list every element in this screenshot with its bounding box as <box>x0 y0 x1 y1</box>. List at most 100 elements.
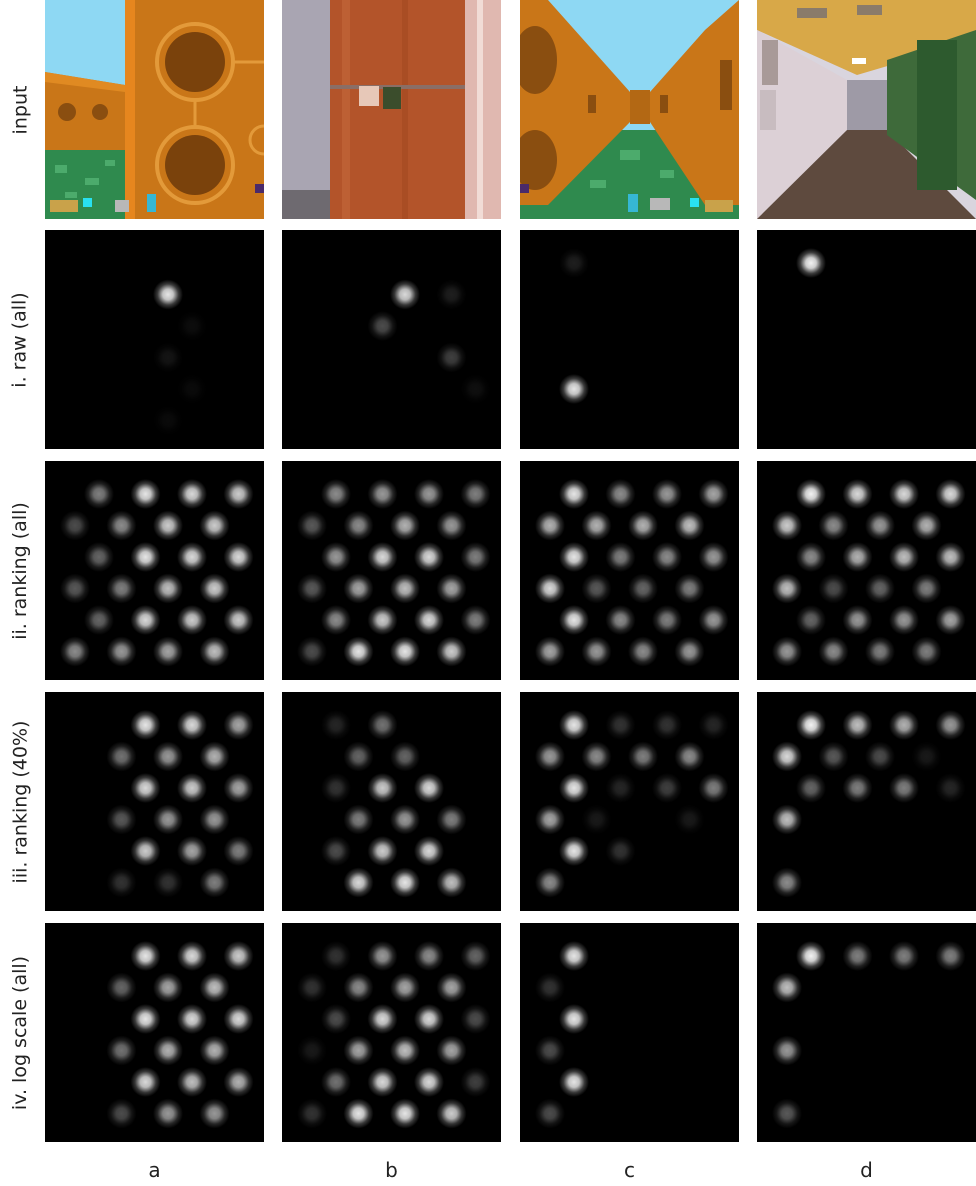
activation-blob <box>436 636 467 667</box>
activation-blob <box>796 479 826 509</box>
activation-blob <box>367 710 398 740</box>
activation-blob <box>436 573 467 604</box>
activation-blob <box>889 605 919 635</box>
heatmap-a-raw <box>45 230 264 449</box>
activation-blob <box>818 510 849 541</box>
activation-blob <box>559 1004 589 1034</box>
activation-blob <box>772 972 802 1003</box>
activation-blob <box>153 510 183 541</box>
activation-blob <box>390 636 420 667</box>
activation-blob <box>414 479 444 509</box>
col-label-a: a <box>148 1158 161 1182</box>
activation-blob <box>321 836 351 866</box>
activation-blob <box>223 1067 254 1097</box>
activation-blob <box>772 1098 802 1129</box>
activation-blob <box>199 1098 230 1129</box>
heatmap-b-ranking-all <box>282 461 501 680</box>
door-photo-b <box>282 0 501 219</box>
input-image-b <box>282 0 501 219</box>
activation-blob <box>321 941 351 971</box>
row-label-text: ii. ranking (all) <box>9 501 31 640</box>
activation-blob <box>177 941 207 971</box>
heatmap-c-ranking-all <box>520 461 739 680</box>
activation-blob <box>130 479 161 509</box>
heatmap-d-ranking-40 <box>757 692 976 911</box>
row-label-ranking-all: ii. ranking (all) <box>0 461 40 680</box>
activation-blob <box>796 773 826 803</box>
activation-blob <box>199 867 230 898</box>
activation-blob <box>889 941 919 971</box>
activation-blob <box>106 741 137 772</box>
activation-blob <box>106 573 137 604</box>
heatmap-b-ranking-40 <box>282 692 501 911</box>
activation-blob <box>535 804 565 835</box>
heatmap-a-ranking-all <box>45 461 264 680</box>
row-label-ranking-40: iii. ranking (40%) <box>0 692 40 911</box>
heatmap-c-ranking-40 <box>520 692 739 911</box>
activation-blob <box>390 279 420 310</box>
heatmap-b-log-scale <box>282 923 501 1142</box>
activation-blob <box>177 836 207 866</box>
activation-blob <box>199 1035 230 1066</box>
activation-blob <box>343 636 374 667</box>
activation-blob <box>321 542 351 572</box>
activation-blob <box>698 605 729 635</box>
activation-blob <box>605 773 636 803</box>
activation-blob <box>559 248 589 278</box>
activation-blob <box>581 636 612 667</box>
activation-blob <box>367 605 398 635</box>
activation-blob <box>223 710 254 740</box>
activation-blob <box>321 710 351 740</box>
activation-blob <box>674 636 705 667</box>
activation-blob <box>343 741 374 772</box>
activation-blob <box>390 804 420 835</box>
activation-blob <box>106 867 137 898</box>
activation-blob <box>153 573 183 604</box>
activation-blob <box>935 542 966 572</box>
activation-blob <box>343 867 374 898</box>
activation-blob <box>297 972 327 1003</box>
activation-blob <box>321 1067 351 1097</box>
activation-blob <box>535 636 565 667</box>
activation-blob <box>559 605 589 635</box>
activation-blob <box>436 342 467 373</box>
maze-scene-a <box>45 0 264 219</box>
row-label-text: iii. ranking (40%) <box>9 720 31 883</box>
activation-blob <box>935 941 966 971</box>
activation-blob <box>796 248 826 278</box>
activation-blob <box>106 972 137 1003</box>
activation-blob <box>605 542 636 572</box>
activation-blob <box>367 311 398 341</box>
activation-blob <box>199 804 230 835</box>
activation-blob <box>130 1004 161 1034</box>
row-label-text: input <box>9 85 31 134</box>
activation-blob <box>581 804 612 835</box>
activation-blob <box>130 836 161 866</box>
activation-blob <box>581 510 612 541</box>
activation-blob <box>367 773 398 803</box>
activation-blob <box>436 1098 467 1129</box>
activation-blob <box>436 867 467 898</box>
activation-blob <box>321 605 351 635</box>
activation-blob <box>177 773 207 803</box>
activation-blob <box>297 1035 327 1066</box>
activation-blob <box>889 479 919 509</box>
heatmap-a-ranking-40 <box>45 692 264 911</box>
activation-blob <box>460 374 491 404</box>
row-label-text: iv. log scale (all) <box>9 955 31 1110</box>
activation-blob <box>130 941 161 971</box>
activation-blob <box>60 510 90 541</box>
row-label-log-scale: iv. log scale (all) <box>0 923 40 1142</box>
activation-blob <box>153 804 183 835</box>
activation-blob <box>223 542 254 572</box>
heatmap-d-log-scale <box>757 923 976 1142</box>
activation-blob <box>343 804 374 835</box>
activation-blob <box>460 1004 491 1034</box>
activation-blob <box>865 636 895 667</box>
activation-blob <box>865 741 895 772</box>
activation-blob <box>460 605 491 635</box>
activation-blob <box>460 542 491 572</box>
activation-blob <box>889 710 919 740</box>
activation-blob <box>153 1098 183 1129</box>
activation-blob <box>414 1067 444 1097</box>
